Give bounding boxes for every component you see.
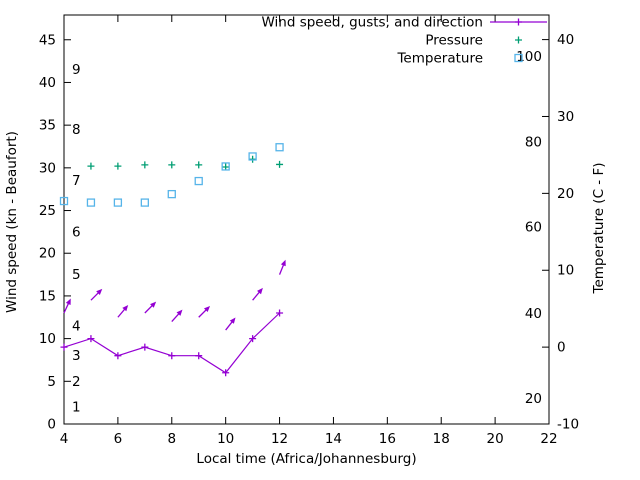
svg-text:2: 2 (72, 374, 81, 390)
x-axis-label: Local time (Africa/Johannesburg) (196, 451, 416, 467)
legend: Wind speed, gusts, and direction Pressur… (261, 15, 547, 67)
svg-text:4: 4 (60, 431, 69, 447)
svg-text:7: 7 (72, 173, 81, 189)
svg-text:6: 6 (114, 431, 123, 447)
svg-text:3: 3 (72, 348, 81, 364)
svg-text:18: 18 (433, 431, 450, 447)
svg-text:1: 1 (72, 399, 81, 415)
svg-text:-10: -10 (557, 417, 579, 433)
svg-text:16: 16 (379, 431, 396, 447)
series-1 (63, 259, 286, 331)
svg-text:0: 0 (47, 417, 56, 433)
svg-text:5: 5 (72, 267, 81, 283)
svg-text:0: 0 (557, 340, 566, 356)
svg-text:45: 45 (39, 32, 56, 48)
svg-text:80: 80 (525, 134, 542, 150)
svg-text:20: 20 (487, 431, 504, 447)
series-3 (59, 143, 284, 207)
svg-text:10: 10 (217, 431, 234, 447)
svg-text:15: 15 (39, 288, 56, 304)
series-0 (60, 309, 284, 377)
svg-text:40: 40 (557, 32, 574, 48)
svg-text:60: 60 (525, 220, 542, 236)
svg-text:22: 22 (540, 431, 557, 447)
svg-text:30: 30 (39, 160, 56, 176)
svg-text:20: 20 (557, 186, 574, 202)
legend-label-temperature: Temperature (396, 51, 483, 67)
legend-samples (490, 18, 547, 63)
fahrenheit-scale-labels: 20 40 60 80 100 (516, 49, 542, 407)
svg-text:30: 30 (557, 109, 574, 125)
axes: 4 6 8 10 12 14 16 18 20 22051015202530354045-1001… (39, 14, 579, 447)
svg-text:5: 5 (47, 374, 56, 390)
chart-render-layer: 4 6 8 10 12 14 16 18 20 22051015202530354045-1001… (39, 14, 579, 447)
svg-text:8: 8 (72, 122, 81, 138)
beaufort-scale-labels: 1 2 3 4 5 6 7 8 9 (72, 62, 81, 415)
svg-text:9: 9 (72, 62, 81, 78)
legend-label-wind: Wind speed, gusts, and direction (261, 15, 483, 31)
right-y-axis-label: Temperature (C - F) (591, 163, 607, 295)
svg-text:35: 35 (39, 118, 56, 134)
svg-text:14: 14 (325, 431, 342, 447)
svg-text:4: 4 (72, 318, 81, 334)
series-2 (87, 155, 284, 171)
svg-text:12: 12 (271, 431, 288, 447)
svg-text:25: 25 (39, 203, 56, 219)
legend-label-pressure: Pressure (425, 33, 483, 49)
svg-text:10: 10 (39, 331, 56, 347)
left-y-axis-label: Wind speed (kn - Beaufort) (4, 131, 20, 313)
svg-text:100: 100 (516, 49, 542, 65)
svg-text:10: 10 (557, 263, 574, 279)
svg-text:20: 20 (39, 246, 56, 262)
svg-text:40: 40 (525, 306, 542, 322)
svg-text:6: 6 (72, 224, 81, 240)
svg-text:8: 8 (167, 431, 176, 447)
svg-text:20: 20 (525, 391, 542, 407)
svg-text:40: 40 (39, 75, 56, 91)
